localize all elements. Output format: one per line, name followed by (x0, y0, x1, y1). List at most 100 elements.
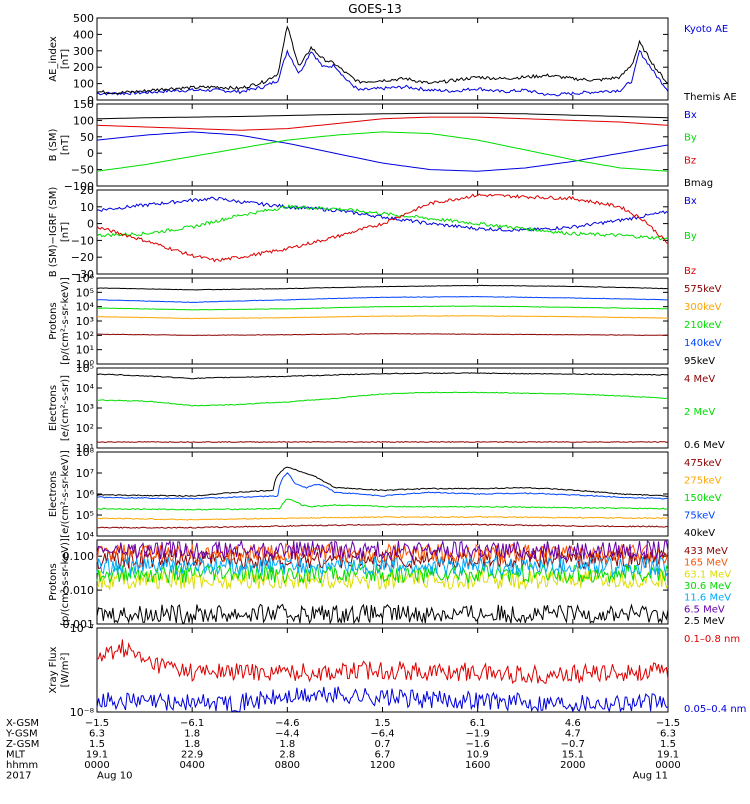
x-axis-value: −0.7 (561, 739, 585, 750)
y-axis-label: Electrons (48, 385, 59, 431)
x-axis-value: 10.9 (467, 750, 489, 761)
panel-frame (96, 103, 669, 187)
series-line-bsm-0 (96, 131, 669, 172)
x-axis-value: 0000 (655, 760, 680, 771)
series-line-bigrf-0 (97, 196, 669, 232)
x-axis-row-label: MLT (6, 750, 26, 761)
y-tick-label: 150 (73, 98, 94, 111)
series-line-protons_low-2 (96, 305, 669, 311)
legend-xray-1: 0.05–0.4 nm (684, 704, 746, 715)
y-axis-label: [nT] (60, 135, 71, 155)
y-tick-label: 10⁻⁸ (70, 706, 95, 719)
legend-protons_high-0: 433 MeV (684, 546, 728, 557)
y-tick-label: 10⁶ (76, 488, 95, 501)
x-axis-table: X-GSM −1.5 −6.1 −4.6 1.5 6.1 4.6 −1.5Y-GSM 6.3 1.… (5, 718, 681, 782)
legend-protons_high-1: 165 MeV (684, 558, 728, 569)
y-axis-label: B (SM)−IGRF (SM) (48, 187, 59, 278)
y-tick-label: 10⁸ (76, 446, 95, 459)
panel-bsm: −100 −50 0 50 100 150 B (SM) [nT] Bx By Bz Bmag (48, 98, 713, 193)
legend-protons_low-0: 575keV (684, 284, 722, 295)
x-axis-value: 6.1 (470, 718, 486, 729)
x-axis-value: −4.6 (275, 718, 299, 729)
y-tick-label: 10⁵ (76, 362, 94, 375)
y-tick-label: 300 (73, 45, 94, 58)
y-tick-label: 100 (73, 78, 94, 91)
y-axis-label: [e/(cm²-s-sr)] (60, 375, 71, 441)
series-line-protons_high-6 (96, 603, 669, 625)
y-axis-label: [W/m²] (60, 652, 71, 687)
legend-bigrf-0: Bx (684, 196, 697, 207)
x-axis-value: 2000 (560, 760, 585, 771)
y-tick-label: 0 (87, 218, 94, 231)
panel-frame (96, 367, 669, 449)
legend-ae-1: Themis AE (683, 92, 737, 103)
legend-xray-0: 0.1–0.8 nm (684, 634, 740, 645)
x-axis-value: −1.5 (85, 718, 109, 729)
x-axis-value: 0.7 (375, 739, 391, 750)
y-tick-label: 100 (73, 114, 94, 127)
panel-xray: 10⁻⁸ 10⁻⁷ Xray Flux [W/m²] 0.1–0.8 nm 0.05–0.… (48, 622, 746, 719)
x-axis-value: −6.4 (370, 729, 394, 740)
y-tick-label: −100 (64, 180, 94, 193)
chart-title: GOES-13 (348, 2, 402, 16)
panel-frame (96, 451, 669, 537)
x-axis-value: 1.8 (279, 739, 295, 750)
series-line-xray-0 (96, 639, 669, 685)
legend-bsm-1: By (684, 133, 697, 144)
legend-protons_high-5: 6.5 MeV (684, 604, 725, 615)
y-tick-label: −30 (71, 268, 94, 281)
series-line-electrons_high-2 (96, 372, 669, 380)
panel-frame (96, 277, 669, 365)
legend-protons_low-2: 210keV (684, 320, 722, 331)
y-axis-label: Electrons (48, 471, 59, 517)
y-tick-label: 10⁶ (76, 272, 95, 285)
y-tick-label: 10¹ (76, 344, 94, 357)
y-tick-label: −10 (71, 234, 94, 247)
y-tick-label: 500 (73, 12, 94, 25)
x-axis-value: 1600 (465, 760, 490, 771)
x-axis-value: 1.8 (184, 729, 200, 740)
x-axis-value: 4.7 (565, 729, 581, 740)
x-axis-value: −6.1 (180, 718, 204, 729)
x-axis-value: 6.3 (660, 729, 676, 740)
y-tick-label: 10¹ (76, 442, 94, 455)
series-line-electrons_low-4 (96, 466, 669, 497)
series-line-ae-0 (96, 49, 669, 97)
legend-bsm-0: Bx (684, 110, 697, 121)
legend-protons_high-6: 2.5 MeV (684, 616, 725, 627)
series-line-electrons_low-2 (96, 498, 669, 511)
y-tick-label: 0 (87, 94, 94, 107)
legend-electrons_high-2: 0.6 MeV (684, 440, 725, 451)
panel-frame (96, 189, 669, 275)
series-line-electrons_low-0 (97, 523, 669, 529)
series-line-electrons_high-0 (96, 441, 669, 443)
series-line-ae-1 (96, 25, 669, 95)
y-tick-label: 400 (73, 28, 94, 41)
panel-bigrf: −30 −20 −10 0 10 20 B (SM)−IGRF (SM) [nT] Bx By Bz (48, 184, 697, 281)
legend-electrons_high-0: 4 MeV (684, 374, 715, 385)
series-line-protons_low-4 (97, 284, 668, 291)
x-axis-value: Aug 11 (633, 771, 668, 782)
y-tick-label: 10⁵ (76, 509, 94, 522)
y-tick-label: 0.010 (63, 584, 95, 597)
x-axis-value: 1.5 (660, 739, 676, 750)
y-axis-label: Protons (48, 563, 59, 600)
x-axis-value: 6.7 (375, 750, 391, 761)
y-axis-label: AE_index (48, 36, 59, 82)
legend-bigrf-2: Bz (684, 266, 696, 277)
series-line-xray-1 (96, 686, 669, 714)
x-axis-value: 22.9 (181, 750, 203, 761)
x-axis-value: 19.1 (657, 750, 679, 761)
y-tick-label: 10⁷ (76, 467, 94, 480)
y-axis-label: Protons (48, 302, 59, 339)
y-tick-label: 10⁰ (76, 358, 95, 371)
y-axis-label: B (SM) (48, 128, 59, 161)
series-line-bsm-2 (96, 116, 669, 131)
legend-electrons_low-0: 475keV (684, 458, 722, 469)
x-axis-row-label: 2017 (6, 771, 31, 782)
y-tick-label: 50 (80, 131, 94, 144)
x-axis-row-label: X-GSM (6, 718, 39, 729)
